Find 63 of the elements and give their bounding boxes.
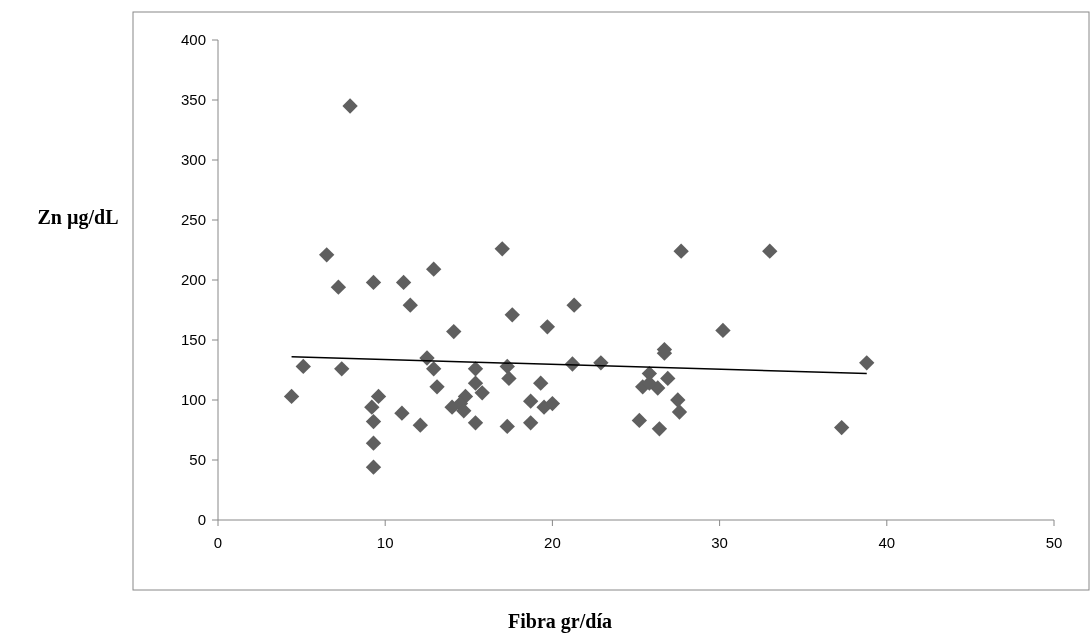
- point: [833, 419, 850, 436]
- point: [762, 243, 778, 259]
- point: [566, 297, 582, 313]
- point: [342, 98, 358, 114]
- y-tick-label: 100: [180, 391, 206, 409]
- x-tick-label: 50: [1045, 534, 1063, 551]
- point: [412, 417, 428, 433]
- point: [402, 297, 418, 313]
- point: [295, 358, 311, 375]
- point: [544, 395, 561, 412]
- point: [504, 307, 520, 323]
- x-tick-label: 0: [213, 534, 223, 551]
- point: [394, 405, 410, 421]
- point: [365, 413, 382, 430]
- point: [522, 393, 539, 409]
- y-tick-label: 350: [180, 91, 206, 109]
- point: [364, 399, 380, 415]
- point: [533, 375, 549, 391]
- point: [522, 415, 539, 431]
- point: [429, 379, 445, 395]
- y-tick-label: 300: [180, 151, 206, 169]
- point: [467, 415, 484, 431]
- y-tick-label: 0: [197, 511, 206, 529]
- point: [631, 412, 648, 429]
- point: [365, 459, 382, 475]
- point: [334, 361, 350, 377]
- point: [670, 392, 686, 408]
- point: [715, 322, 731, 339]
- x-tick-label: 20: [544, 534, 561, 551]
- point: [467, 375, 484, 391]
- x-axis-title: Fibra gr/día: [508, 610, 612, 633]
- point: [859, 355, 875, 371]
- point: [319, 247, 335, 263]
- y-tick-label: 250: [180, 211, 206, 229]
- point: [501, 370, 517, 387]
- x-tick-label: 10: [376, 534, 394, 551]
- point: [494, 241, 510, 257]
- point: [673, 243, 689, 259]
- y-axis-title: Zn µg/dL: [37, 206, 119, 229]
- y-tick-label: 150: [180, 331, 206, 349]
- point: [370, 388, 387, 405]
- x-tick-label: 30: [711, 534, 728, 551]
- point: [426, 261, 442, 277]
- point: [395, 274, 412, 291]
- point: [365, 435, 382, 451]
- point: [330, 279, 347, 295]
- point: [499, 418, 515, 435]
- y-tick-label: 200: [180, 271, 206, 289]
- point: [446, 323, 462, 340]
- point: [671, 404, 688, 420]
- x-tick-label: 40: [878, 534, 896, 551]
- point: [660, 370, 676, 387]
- point: [456, 403, 472, 419]
- y-tick-label: 50: [189, 451, 206, 469]
- point: [467, 361, 484, 377]
- point: [651, 421, 668, 437]
- y-tick-label: 400: [180, 31, 206, 49]
- point: [283, 388, 300, 405]
- point: [365, 274, 382, 291]
- point: [539, 319, 556, 335]
- point: [444, 399, 460, 415]
- point: [426, 361, 442, 377]
- point: [474, 385, 490, 401]
